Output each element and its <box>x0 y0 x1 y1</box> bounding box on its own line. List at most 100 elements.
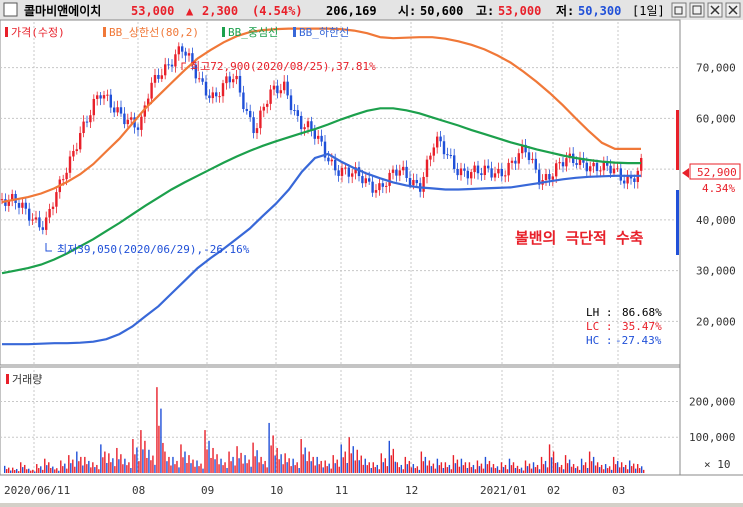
candle-body <box>425 159 429 177</box>
candle-body <box>119 107 123 114</box>
candle-body <box>473 165 476 173</box>
volume-bar <box>608 466 611 473</box>
volume-bar <box>298 467 300 473</box>
volume-bar <box>92 462 94 473</box>
volume-bar <box>178 467 180 473</box>
candle-body <box>198 78 201 80</box>
x-tick-label: 2020/06/11 <box>4 484 70 497</box>
volume-tick-label: 100,000 <box>689 431 735 444</box>
candle-body <box>517 153 520 164</box>
high-note: 최고72,900(2020/08/25),37.81% <box>190 60 376 73</box>
price-change-pct: (4.54%) <box>252 4 303 18</box>
candle-body <box>310 121 313 131</box>
volume-bar <box>612 456 615 473</box>
candle-body <box>585 162 588 172</box>
candle-body <box>82 121 85 134</box>
candle-body <box>521 144 524 154</box>
close-button[interactable] <box>707 2 723 18</box>
volume-bar <box>74 466 76 473</box>
candle-body <box>606 161 609 166</box>
stat-lh-value: 86.68% <box>622 306 662 319</box>
volume-bar <box>344 451 346 473</box>
candle-body <box>612 168 616 174</box>
candle-body <box>34 217 38 220</box>
candle-body <box>405 166 408 179</box>
volume-bar <box>568 459 571 473</box>
volume-bar <box>556 462 559 473</box>
volume-bar <box>592 456 595 473</box>
candle-body <box>218 96 221 98</box>
volume-bar <box>430 466 433 473</box>
candle-body <box>62 179 65 181</box>
volume-bar <box>362 464 364 473</box>
bollinger-bands <box>1 27 641 346</box>
volume-bar <box>312 456 314 473</box>
candle-body <box>68 156 72 173</box>
candle-body <box>602 161 605 171</box>
volume-bar <box>110 462 112 473</box>
volume-bar <box>318 464 320 473</box>
volume-bar <box>220 458 222 473</box>
maximize-button[interactable] <box>689 2 705 18</box>
volume-bar <box>96 464 98 473</box>
volume-bar <box>38 468 40 473</box>
grid-lines <box>0 22 680 475</box>
settings-checkbox[interactable] <box>3 2 18 17</box>
volume-bar <box>28 468 30 473</box>
volume-bar <box>438 465 441 473</box>
volume-bar <box>172 456 174 473</box>
volume-bar <box>248 459 250 473</box>
volume-bar <box>590 461 593 473</box>
price-change: 2,300 <box>202 4 238 18</box>
extra-close-button[interactable] <box>725 2 741 18</box>
candle-body <box>463 168 466 171</box>
volume-bar <box>614 464 617 473</box>
volume-bar <box>374 467 376 473</box>
volume-bar <box>86 464 88 473</box>
candle-body <box>45 217 48 230</box>
volume-bar <box>144 440 146 473</box>
volume-bar <box>420 451 423 473</box>
volume-bar <box>558 467 561 473</box>
volume-bar <box>44 458 46 473</box>
volume-bar <box>50 467 52 473</box>
volume-bar <box>524 460 527 473</box>
volume-bar <box>98 469 100 473</box>
volume-bar <box>314 465 316 473</box>
candle-body <box>187 53 191 56</box>
volume-bar <box>578 469 581 473</box>
volume-bar <box>406 464 409 473</box>
candle-body <box>412 179 415 186</box>
candle-body <box>286 81 289 96</box>
candle-body <box>303 127 306 130</box>
volume-bar <box>342 457 344 473</box>
legend-bb-upper: BB_상한선(80,2) <box>109 26 199 39</box>
volume-bar <box>282 464 284 473</box>
volume-bar <box>506 469 509 473</box>
volume-bar <box>138 461 140 473</box>
volume-bar <box>636 464 639 473</box>
candle-body <box>374 190 378 193</box>
volume-bar <box>152 455 154 473</box>
candle-body <box>476 165 480 174</box>
volume-bar <box>388 440 390 473</box>
candle-body <box>194 64 197 79</box>
y-tick-label: 20,000 <box>696 315 736 328</box>
volume-bar <box>538 469 541 473</box>
volume-bars <box>4 387 645 473</box>
volume-bar <box>250 466 252 473</box>
stat-hc-value: -27.43% <box>615 334 662 347</box>
volume-bar <box>6 469 8 473</box>
volume-bar <box>474 469 477 473</box>
candle-body <box>249 110 252 118</box>
volume-bar <box>254 456 256 473</box>
volume-bar <box>548 444 551 473</box>
volume-bar <box>30 470 32 473</box>
restore-window-button[interactable] <box>671 2 687 18</box>
candle-body <box>255 128 259 134</box>
candle-body <box>167 64 170 66</box>
volume-bar <box>508 458 511 473</box>
candle-body <box>364 178 367 184</box>
volume-bar <box>18 471 20 473</box>
volume-bar <box>456 459 459 473</box>
